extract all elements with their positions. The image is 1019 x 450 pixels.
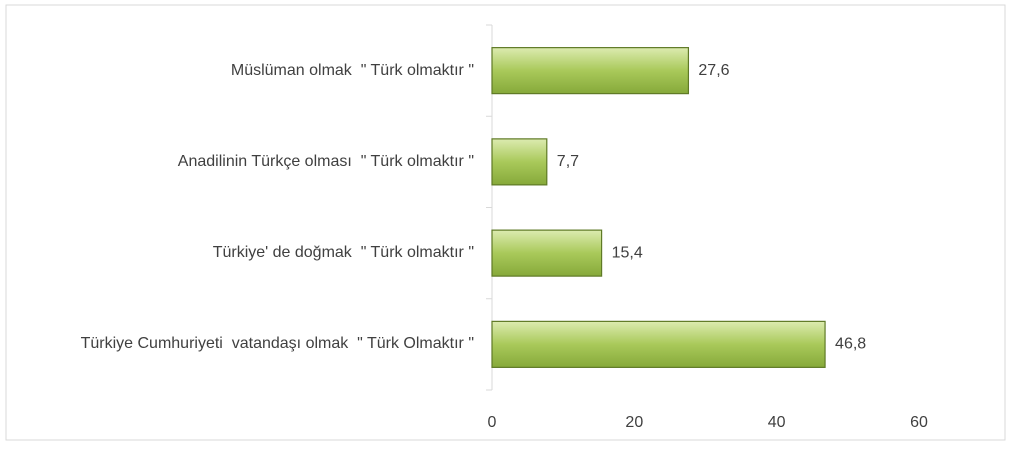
value-label: 15,4 xyxy=(612,244,643,261)
x-tick-label: 20 xyxy=(625,414,643,431)
y-tick-label: Türkiye Cumhuriyeti vatandaşı olmak " Tü… xyxy=(80,335,474,353)
bar xyxy=(491,229,603,277)
y-tick-label: Anadilinin Türkçe olması " Türk olmaktır… xyxy=(177,152,474,170)
bar xyxy=(491,320,826,368)
category-label-box: Müslüman olmak " Türk olmaktır " xyxy=(4,60,474,82)
x-tick-label: 60 xyxy=(910,414,928,431)
y-tick-label: Türkiye' de doğmak " Türk olmaktır " xyxy=(212,244,474,262)
value-label: 7,7 xyxy=(557,153,579,170)
x-tick-label: 0 xyxy=(488,414,497,431)
chart-border xyxy=(5,4,1006,441)
value-label: 27,6 xyxy=(698,62,729,79)
x-tick-label: 40 xyxy=(768,414,786,431)
category-label-box: Türkiye Cumhuriyeti vatandaşı olmak " Tü… xyxy=(4,333,474,355)
y-tick-label: Müslüman olmak " Türk olmaktır " xyxy=(230,61,474,79)
bar xyxy=(491,138,548,186)
value-label: 46,8 xyxy=(835,336,866,353)
category-label-box: Anadilinin Türkçe olması " Türk olmaktır… xyxy=(4,151,474,173)
bar xyxy=(491,47,690,95)
category-label-box: Türkiye' de doğmak " Türk olmaktır " xyxy=(4,242,474,264)
